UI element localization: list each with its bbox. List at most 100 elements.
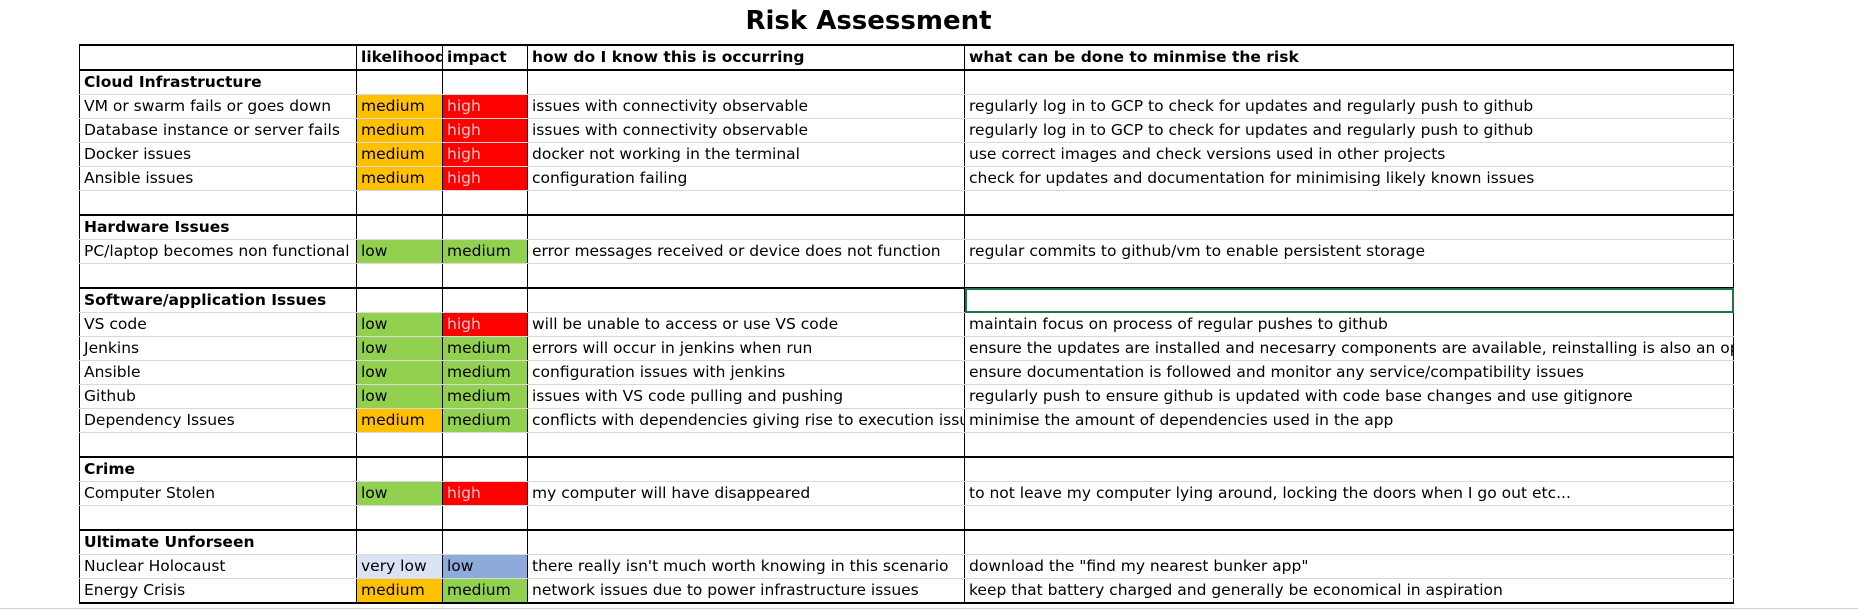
cell-mitigation[interactable]: regularly log in to GCP to check for upd… bbox=[964, 118, 1734, 143]
cell-likelihood[interactable] bbox=[356, 69, 443, 95]
cell-risk[interactable]: Computer Stolen bbox=[79, 481, 357, 506]
cell-impact[interactable]: high bbox=[442, 481, 528, 506]
cell-risk[interactable]: Ansible bbox=[79, 360, 357, 385]
cell-likelihood[interactable] bbox=[356, 505, 443, 531]
cell-impact[interactable]: medium bbox=[442, 336, 528, 361]
cell-likelihood[interactable]: low bbox=[356, 360, 443, 385]
cell-impact[interactable]: high bbox=[442, 94, 528, 119]
cell-risk[interactable]: PC/laptop becomes non functional bbox=[79, 239, 357, 264]
cell-likelihood[interactable] bbox=[356, 456, 443, 482]
cell-risk[interactable] bbox=[79, 505, 357, 531]
cell-risk[interactable]: Hardware Issues bbox=[79, 214, 357, 240]
cell-impact[interactable] bbox=[442, 505, 528, 531]
cell-impact[interactable]: medium bbox=[442, 239, 528, 264]
cell-detection[interactable] bbox=[527, 263, 965, 289]
cell-likelihood[interactable]: medium bbox=[356, 166, 443, 191]
cell-impact[interactable]: medium bbox=[442, 360, 528, 385]
cell-likelihood[interactable]: medium bbox=[356, 578, 443, 604]
cell-mitigation[interactable]: download the "find my nearest bunker app… bbox=[964, 554, 1734, 579]
header-cell-impact[interactable]: impact bbox=[442, 44, 528, 71]
cell-mitigation[interactable]: ensure documentation is followed and mon… bbox=[964, 360, 1734, 385]
cell-impact[interactable]: high bbox=[442, 142, 528, 167]
cell-likelihood[interactable] bbox=[356, 432, 443, 458]
cell-impact[interactable]: medium bbox=[442, 384, 528, 409]
cell-detection[interactable]: error messages received or device does n… bbox=[527, 239, 965, 264]
cell-impact[interactable] bbox=[442, 190, 528, 216]
cell-risk[interactable] bbox=[79, 190, 357, 216]
cell-detection[interactable]: there really isn't much worth knowing in… bbox=[527, 554, 965, 579]
cell-risk[interactable]: Ansible issues bbox=[79, 166, 357, 191]
cell-mitigation[interactable] bbox=[964, 190, 1734, 216]
cell-impact[interactable]: high bbox=[442, 312, 528, 337]
cell-likelihood[interactable]: low bbox=[356, 481, 443, 506]
cell-mitigation[interactable]: keep that battery charged and generally … bbox=[964, 578, 1734, 604]
cell-likelihood[interactable]: low bbox=[356, 312, 443, 337]
cell-risk[interactable]: Github bbox=[79, 384, 357, 409]
cell-risk[interactable]: Crime bbox=[79, 456, 357, 482]
cell-impact[interactable]: medium bbox=[442, 578, 528, 604]
cell-mitigation[interactable]: ensure the updates are installed and nec… bbox=[964, 336, 1734, 361]
cell-risk[interactable]: Docker issues bbox=[79, 142, 357, 167]
cell-mitigation[interactable] bbox=[964, 505, 1734, 531]
header-cell-risk[interactable] bbox=[79, 44, 357, 71]
cell-likelihood[interactable]: medium bbox=[356, 118, 443, 143]
cell-detection[interactable] bbox=[527, 69, 965, 95]
cell-detection[interactable] bbox=[527, 456, 965, 482]
cell-detection[interactable]: network issues due to power infrastructu… bbox=[527, 578, 965, 604]
cell-detection[interactable]: issues with VS code pulling and pushing bbox=[527, 384, 965, 409]
cell-likelihood[interactable]: low bbox=[356, 384, 443, 409]
cell-detection[interactable]: issues with connectivity observable bbox=[527, 94, 965, 119]
cell-likelihood[interactable]: very low bbox=[356, 554, 443, 579]
cell-detection[interactable]: errors will occur in jenkins when run bbox=[527, 336, 965, 361]
cell-risk[interactable]: Database instance or server fails bbox=[79, 118, 357, 143]
cell-risk[interactable] bbox=[79, 432, 357, 458]
cell-detection[interactable]: issues with connectivity observable bbox=[527, 118, 965, 143]
cell-mitigation[interactable]: minimise the amount of dependencies used… bbox=[964, 408, 1734, 433]
cell-impact[interactable]: medium bbox=[442, 408, 528, 433]
cell-likelihood[interactable] bbox=[356, 529, 443, 555]
cell-mitigation[interactable] bbox=[964, 263, 1734, 289]
cell-likelihood[interactable] bbox=[356, 190, 443, 216]
cell-likelihood[interactable]: medium bbox=[356, 94, 443, 119]
cell-risk[interactable]: VM or swarm fails or goes down bbox=[79, 94, 357, 119]
cell-impact[interactable] bbox=[442, 287, 528, 313]
cell-detection[interactable]: configuration issues with jenkins bbox=[527, 360, 965, 385]
cell-risk[interactable]: Jenkins bbox=[79, 336, 357, 361]
cell-impact[interactable]: high bbox=[442, 118, 528, 143]
cell-risk[interactable]: Nuclear Holocaust bbox=[79, 554, 357, 579]
cell-mitigation[interactable] bbox=[964, 214, 1734, 240]
cell-mitigation[interactable] bbox=[964, 456, 1734, 482]
cell-impact[interactable]: high bbox=[442, 166, 528, 191]
header-cell-detection[interactable]: how do I know this is occurring bbox=[527, 44, 965, 71]
cell-risk[interactable]: Software/application Issues bbox=[79, 287, 357, 313]
cell-likelihood[interactable] bbox=[356, 287, 443, 313]
cell-impact[interactable] bbox=[442, 69, 528, 95]
cell-impact[interactable]: low bbox=[442, 554, 528, 579]
cell-likelihood[interactable] bbox=[356, 214, 443, 240]
cell-detection[interactable] bbox=[527, 214, 965, 240]
cell-mitigation[interactable] bbox=[964, 529, 1734, 555]
cell-mitigation[interactable]: check for updates and documentation for … bbox=[964, 166, 1734, 191]
cell-detection[interactable]: my computer will have disappeared bbox=[527, 481, 965, 506]
cell-impact[interactable] bbox=[442, 263, 528, 289]
cell-likelihood[interactable]: medium bbox=[356, 142, 443, 167]
cell-likelihood[interactable] bbox=[356, 263, 443, 289]
cell-likelihood[interactable]: low bbox=[356, 336, 443, 361]
cell-risk[interactable]: VS code bbox=[79, 312, 357, 337]
cell-mitigation[interactable] bbox=[964, 287, 1734, 313]
cell-mitigation[interactable]: regularly push to ensure github is updat… bbox=[964, 384, 1734, 409]
cell-detection[interactable]: docker not working in the terminal bbox=[527, 142, 965, 167]
cell-risk[interactable] bbox=[79, 263, 357, 289]
cell-likelihood[interactable]: medium bbox=[356, 408, 443, 433]
header-cell-mitigation[interactable]: what can be done to minmise the risk bbox=[964, 44, 1734, 71]
cell-detection[interactable]: configuration failing bbox=[527, 166, 965, 191]
cell-mitigation[interactable]: regular commits to github/vm to enable p… bbox=[964, 239, 1734, 264]
cell-detection[interactable]: conflicts with dependencies giving rise … bbox=[527, 408, 965, 433]
cell-mitigation[interactable] bbox=[964, 432, 1734, 458]
cell-risk[interactable]: Ultimate Unforseen bbox=[79, 529, 357, 555]
cell-likelihood[interactable]: low bbox=[356, 239, 443, 264]
cell-impact[interactable] bbox=[442, 456, 528, 482]
cell-risk[interactable]: Energy Crisis bbox=[79, 578, 357, 604]
cell-mitigation[interactable] bbox=[964, 69, 1734, 95]
cell-detection[interactable] bbox=[527, 190, 965, 216]
